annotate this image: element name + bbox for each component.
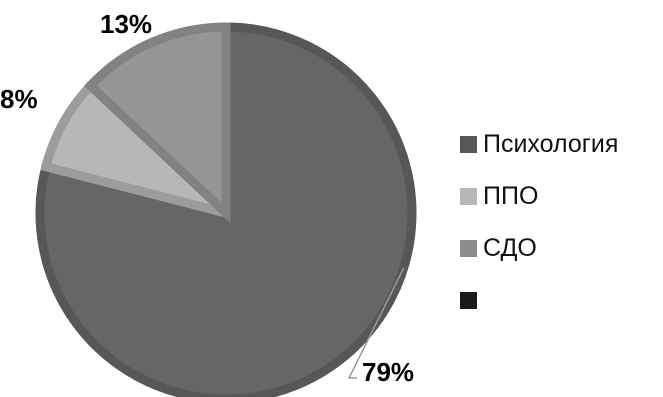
legend-swatch (460, 291, 477, 309)
label-leader-line (347, 267, 405, 379)
pie-slice (84, 22, 231, 224)
legend-label: ППО (483, 181, 539, 210)
pie-slices (35, 22, 417, 397)
legend-item-empty (460, 274, 618, 326)
legend-item-ppo: ППО (460, 170, 618, 222)
legend: Психология ППО СДО (460, 118, 618, 326)
legend-swatch (460, 135, 477, 153)
legend-swatch (460, 187, 477, 205)
pie-data-labels: 79% 8% 13% (0, 9, 414, 387)
legend-item-psychology: Психология (460, 118, 618, 170)
legend-label: СДО (483, 233, 537, 262)
pie-data-label: 13% (100, 9, 152, 39)
legend-swatch (460, 239, 477, 257)
legend-label: Психология (483, 129, 619, 158)
pie-data-label: 79% (362, 357, 414, 387)
legend-item-sdo: СДО (460, 222, 618, 274)
pie-data-label: 8% (0, 84, 38, 114)
